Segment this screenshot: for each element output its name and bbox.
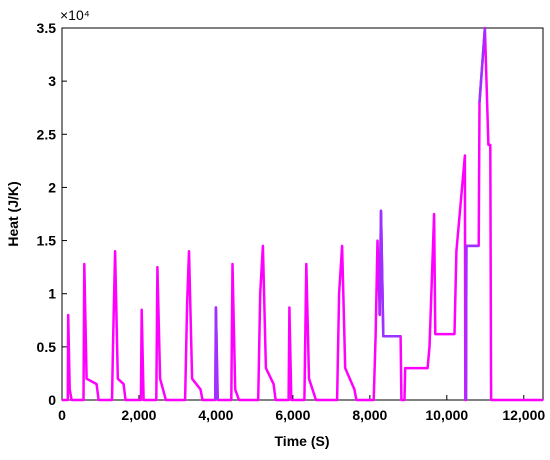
x-tick-label: 12,000 — [502, 407, 545, 423]
y-tick-label: 1.5 — [37, 233, 57, 249]
x-tick-label: 0 — [58, 407, 66, 423]
y-tick-label: 3.5 — [37, 20, 57, 36]
x-tick-label: 4,000 — [198, 407, 233, 423]
x-tick-label: 6,000 — [275, 407, 310, 423]
y-tick-label: 2 — [48, 179, 56, 195]
y-tick-label: 0.5 — [37, 339, 57, 355]
line — [214, 27, 487, 401]
y-tick-label: 1 — [48, 286, 56, 302]
y-tick-label: 2.5 — [37, 126, 57, 142]
x-tick-label: 10,000 — [425, 407, 468, 423]
x-tick-label: 2,000 — [121, 407, 156, 423]
y-tick-label: 3 — [48, 73, 56, 89]
y-multiplier: ×10⁴ — [60, 7, 90, 23]
x-axis-label: Time (S) — [275, 433, 330, 449]
y-tick-label: 0 — [48, 392, 56, 408]
line — [62, 26, 543, 402]
y-axis-label: Heat (J/K) — [5, 181, 21, 246]
plot-frame — [61, 27, 544, 401]
x-tick-label: 8,000 — [352, 407, 387, 423]
